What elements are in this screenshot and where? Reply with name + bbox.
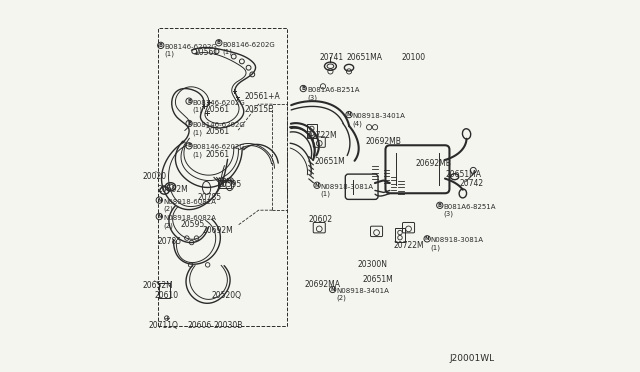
Bar <box>159 283 170 298</box>
Text: 20722M: 20722M <box>307 131 338 140</box>
Text: 20100: 20100 <box>402 53 426 62</box>
Text: 20722M: 20722M <box>394 241 424 250</box>
Text: N: N <box>330 287 335 292</box>
Text: 20520Q: 20520Q <box>211 291 241 300</box>
Text: 20602: 20602 <box>308 215 332 224</box>
Text: 20561+A: 20561+A <box>245 92 280 101</box>
Text: 20692M: 20692M <box>203 226 234 235</box>
Text: 20610: 20610 <box>154 291 179 300</box>
Text: 20692M: 20692M <box>157 185 188 194</box>
Text: 20711Q: 20711Q <box>148 321 178 330</box>
Text: N: N <box>425 236 429 241</box>
Text: N: N <box>347 112 351 117</box>
Text: N08918-3401A
(4): N08918-3401A (4) <box>353 113 406 126</box>
Text: B081A6-8251A
(3): B081A6-8251A (3) <box>444 204 496 217</box>
Text: 20561: 20561 <box>205 127 230 136</box>
Text: 20692MA: 20692MA <box>305 280 340 289</box>
Text: N: N <box>157 198 161 203</box>
Text: 20652M: 20652M <box>142 281 173 290</box>
Text: 20515E: 20515E <box>245 105 274 114</box>
Text: B: B <box>187 121 191 126</box>
Text: 20692MB: 20692MB <box>365 137 401 146</box>
Text: N08918-6082A
(2): N08918-6082A (2) <box>163 199 216 212</box>
Text: 20561: 20561 <box>205 150 230 158</box>
Text: 20742: 20742 <box>460 179 484 188</box>
Text: 20741: 20741 <box>319 53 344 62</box>
Text: J20001WL: J20001WL <box>449 354 494 363</box>
Text: 20030B: 20030B <box>214 321 243 330</box>
Text: 20561: 20561 <box>195 48 218 57</box>
Text: 20785: 20785 <box>157 237 181 246</box>
Text: N: N <box>157 214 161 219</box>
Text: B: B <box>438 203 442 208</box>
Text: N08918-3081A
(1): N08918-3081A (1) <box>431 237 484 251</box>
Text: B081A6-B251A
(3): B081A6-B251A (3) <box>307 87 360 100</box>
Text: B08146-6202G
(1): B08146-6202G (1) <box>164 44 217 57</box>
Text: B08146-6202G
(1): B08146-6202G (1) <box>223 42 275 55</box>
Text: 20020: 20020 <box>143 172 167 181</box>
Text: B: B <box>187 99 191 104</box>
Text: 20606: 20606 <box>188 321 212 330</box>
Text: N08918-3401A
(2): N08918-3401A (2) <box>337 288 389 301</box>
Text: B: B <box>187 143 191 148</box>
Bar <box>158 28 287 326</box>
Text: N08918-3081A
(1): N08918-3081A (1) <box>321 184 374 197</box>
Text: B: B <box>159 43 163 48</box>
Text: 20300N: 20300N <box>358 260 388 269</box>
Text: N: N <box>315 183 319 188</box>
Bar <box>395 228 405 242</box>
Bar <box>218 180 231 188</box>
Text: 20651MA: 20651MA <box>346 53 382 62</box>
Text: B: B <box>217 40 221 45</box>
Text: B08146-6202G
(1): B08146-6202G (1) <box>193 144 246 158</box>
Text: N08918-6082A
(2): N08918-6082A (2) <box>163 215 216 228</box>
Text: 20692MB: 20692MB <box>416 159 452 168</box>
Text: 20651M: 20651M <box>362 275 393 283</box>
Text: B08146-6202G
(1): B08146-6202G (1) <box>193 100 246 113</box>
Text: 20595: 20595 <box>180 220 204 229</box>
Text: B08146-6202G
(1): B08146-6202G (1) <box>193 122 246 135</box>
Bar <box>307 124 317 138</box>
Text: 20595: 20595 <box>218 180 242 189</box>
Text: 20785: 20785 <box>198 193 222 202</box>
Text: 20561: 20561 <box>205 105 230 114</box>
Text: 20651MA: 20651MA <box>445 170 482 179</box>
Text: 20651M: 20651M <box>315 157 346 166</box>
Text: B: B <box>301 86 305 91</box>
